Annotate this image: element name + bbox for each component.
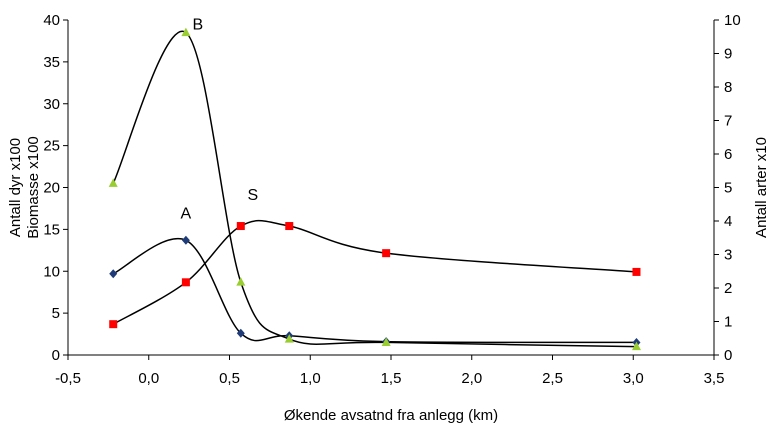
data-point-B <box>381 337 391 346</box>
x-axis-title: Økende avsatnd fra anlegg (km) <box>284 407 498 424</box>
axes <box>67 20 715 356</box>
data-point-B <box>284 334 294 343</box>
x-tick-label: 1,0 <box>300 370 321 387</box>
y-left-tick-label: 15 <box>43 221 60 238</box>
y-left-axis-title-line2: Biomasse x100 <box>25 136 42 239</box>
y-right-tick-label: 7 <box>724 113 732 130</box>
series-lines <box>112 30 637 348</box>
y-right-tick-label: 10 <box>724 12 741 29</box>
annotations: B A S <box>181 17 259 223</box>
x-tick-label: 3,5 <box>704 370 725 387</box>
annotation-S: S <box>247 187 258 204</box>
data-point-S <box>236 222 245 231</box>
y-right-tick-label: 9 <box>724 46 732 63</box>
y-right-axis-title: Antall arter x10 <box>753 137 770 238</box>
x-tick-label: -0,5 <box>55 370 81 387</box>
annotation-A: A <box>181 205 192 222</box>
series-line-S <box>112 219 637 325</box>
data-point-S <box>109 320 118 329</box>
annotation-B: B <box>193 17 204 34</box>
y-right-tick-label: 6 <box>724 146 732 163</box>
data-point-A <box>181 235 190 245</box>
y-right-tick-label: 2 <box>724 280 732 297</box>
data-point-S <box>181 278 190 287</box>
x-tick-label: 0,5 <box>219 370 240 387</box>
y-left-tick-label: 5 <box>52 305 60 322</box>
data-point-A <box>109 269 118 279</box>
x-tick-label: 3,0 <box>623 370 644 387</box>
data-point-B <box>181 27 191 37</box>
y-left-tick-label: 30 <box>43 96 60 113</box>
x-tick-label: 1,5 <box>381 370 402 387</box>
y-right-tick-label: 1 <box>724 314 732 331</box>
data-point-S <box>632 267 641 276</box>
y-right-tick-label: 0 <box>724 347 732 364</box>
y-right-tick-label: 3 <box>724 247 732 264</box>
y-right-tick-label: 8 <box>724 79 732 96</box>
y-left-tick-label: 10 <box>43 263 60 280</box>
data-point-B <box>108 178 118 187</box>
y-left-tick-label: 25 <box>43 138 60 155</box>
series-markers <box>108 27 641 351</box>
data-point-S <box>382 249 391 258</box>
y-left-tick-label: 35 <box>43 54 60 71</box>
y-left-axis-title-line1: Antall dyr x100 <box>7 138 24 237</box>
data-point-B <box>236 277 246 286</box>
y-left-tick-label: 20 <box>43 180 60 197</box>
series-line-B <box>112 30 637 348</box>
series-line-A <box>112 237 637 344</box>
data-point-A <box>236 328 245 338</box>
data-point-B <box>631 341 641 351</box>
y-left-tick-label: 0 <box>52 347 60 364</box>
ticks: -0,5 0,0 0,5 1,0 1,5 2,0 2,5 3,0 3,5051015202530… <box>43 12 740 387</box>
y-right-tick-label: 4 <box>724 213 732 230</box>
x-tick-label: 2,5 <box>542 370 563 387</box>
y-left-tick-label: 40 <box>43 12 60 29</box>
y-right-tick-label: 5 <box>724 180 732 197</box>
x-tick-label: 2,0 <box>461 370 482 387</box>
x-tick-label: 0,0 <box>138 370 159 387</box>
data-point-S <box>285 222 294 231</box>
